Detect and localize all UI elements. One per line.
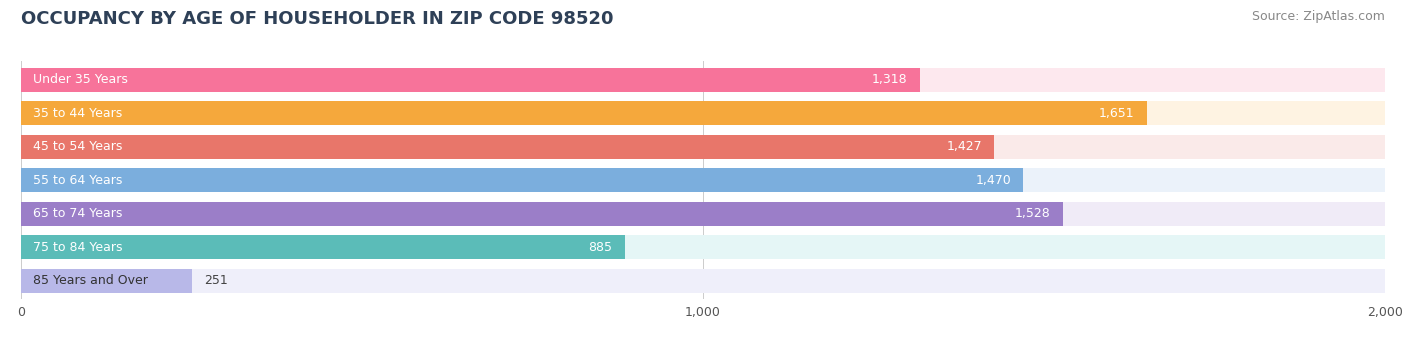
- Text: 85 Years and Over: 85 Years and Over: [34, 274, 148, 287]
- Text: 75 to 84 Years: 75 to 84 Years: [34, 241, 122, 254]
- Text: 45 to 54 Years: 45 to 54 Years: [34, 140, 122, 153]
- Bar: [21, 101, 1385, 125]
- Text: 1,470: 1,470: [976, 174, 1011, 187]
- Text: 251: 251: [204, 274, 228, 287]
- Bar: [21, 101, 1147, 125]
- Bar: [21, 135, 1385, 159]
- Text: 65 to 74 Years: 65 to 74 Years: [34, 207, 122, 220]
- Text: 1,528: 1,528: [1015, 207, 1050, 220]
- Bar: [21, 168, 1024, 192]
- Text: 1,318: 1,318: [872, 73, 908, 86]
- Text: 885: 885: [588, 241, 612, 254]
- Text: 1,651: 1,651: [1099, 107, 1135, 120]
- Bar: [21, 68, 1385, 92]
- Bar: [21, 202, 1063, 226]
- Text: 35 to 44 Years: 35 to 44 Years: [34, 107, 122, 120]
- Bar: [21, 68, 920, 92]
- Bar: [21, 269, 1385, 293]
- Bar: [21, 168, 1385, 192]
- Text: OCCUPANCY BY AGE OF HOUSEHOLDER IN ZIP CODE 98520: OCCUPANCY BY AGE OF HOUSEHOLDER IN ZIP C…: [21, 10, 613, 28]
- Text: Source: ZipAtlas.com: Source: ZipAtlas.com: [1251, 10, 1385, 23]
- Bar: [21, 235, 1385, 259]
- Bar: [21, 269, 193, 293]
- Text: 55 to 64 Years: 55 to 64 Years: [34, 174, 122, 187]
- Text: Under 35 Years: Under 35 Years: [34, 73, 128, 86]
- Bar: [21, 135, 994, 159]
- Bar: [21, 235, 624, 259]
- Bar: [21, 202, 1385, 226]
- Text: 1,427: 1,427: [946, 140, 981, 153]
